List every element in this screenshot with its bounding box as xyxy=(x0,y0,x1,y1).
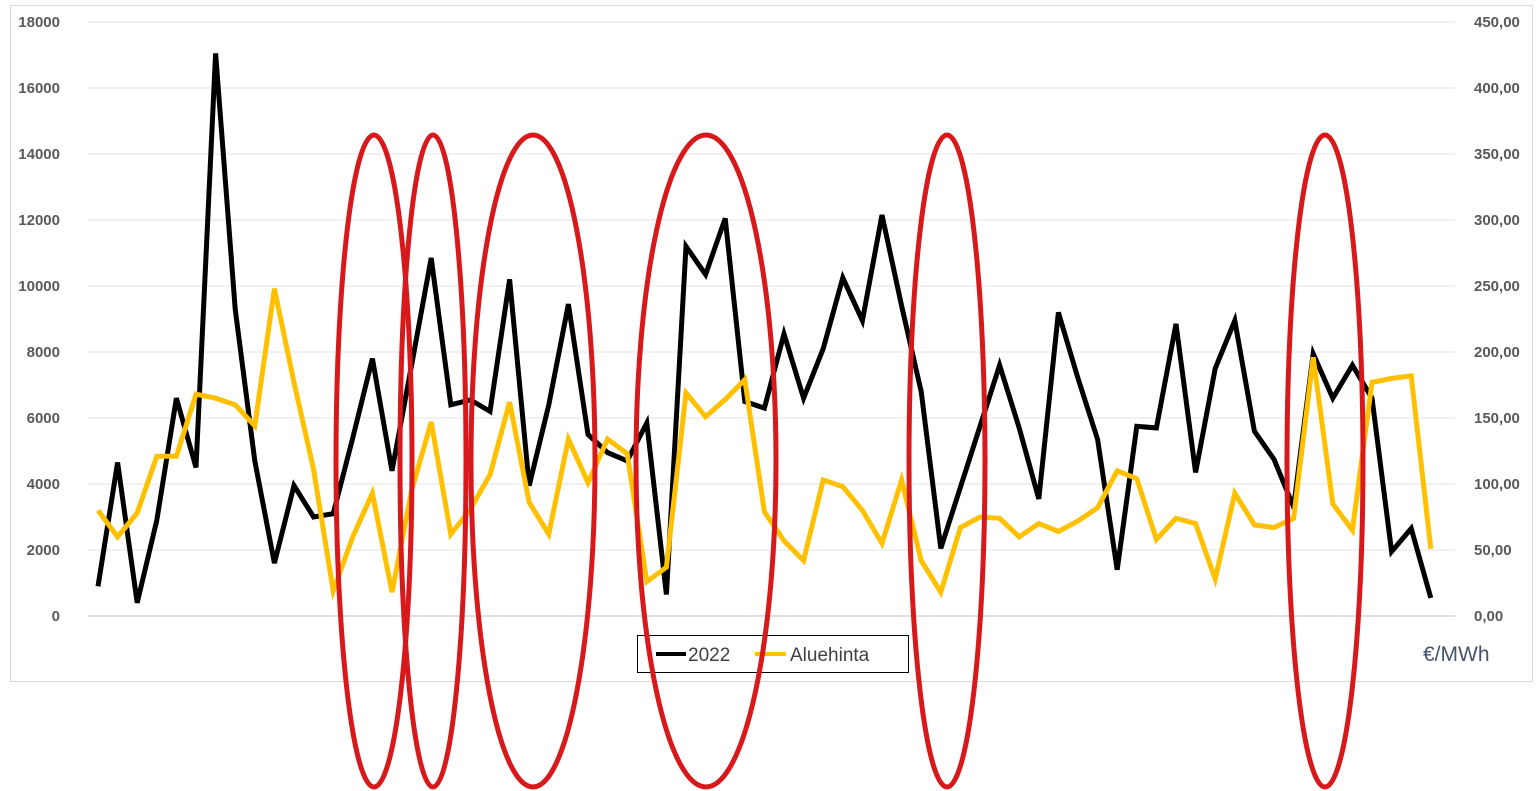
annotation-ellipse xyxy=(1284,132,1366,790)
y-tick-label: 8000 xyxy=(27,344,60,361)
series-line-aluehinta xyxy=(95,288,1434,601)
y2-tick-label: 250,00 xyxy=(1474,278,1520,295)
red-ellipse-annotations xyxy=(333,132,1366,790)
annotation-ellipse xyxy=(468,132,598,790)
y2-tick-label: 450,00 xyxy=(1474,14,1520,31)
legend-label-aluehinta: Aluehinta xyxy=(790,645,870,666)
y2-tick-label: 0,00 xyxy=(1474,608,1503,625)
y-tick-label: 12000 xyxy=(18,212,60,229)
y2-tick-label: 350,00 xyxy=(1474,146,1520,163)
y2-tick-label: 400,00 xyxy=(1474,80,1520,97)
annotation-ellipse xyxy=(333,132,415,790)
y2-tick-label: 200,00 xyxy=(1474,344,1520,361)
y-axis-left: 0 2000 4000 6000 8000 10000 12000 14000 16000 180… xyxy=(18,14,60,625)
y-tick-label: 2000 xyxy=(27,542,60,559)
y-tick-label: 18000 xyxy=(18,14,60,31)
y2-tick-label: 100,00 xyxy=(1474,476,1520,493)
gridlines xyxy=(88,21,1455,617)
annotation-ellipse xyxy=(906,132,988,790)
y2-tick-label: 50,00 xyxy=(1474,542,1512,559)
y-axis-right: 0,00 50,00 100,00 150,00 200,00 250,00 300,00 3… xyxy=(1474,14,1520,625)
y2-tick-label: 150,00 xyxy=(1474,410,1520,427)
y-tick-label: 16000 xyxy=(18,80,60,97)
y-tick-label: 6000 xyxy=(27,410,60,427)
y-tick-label: 0 xyxy=(52,608,60,625)
y-tick-label: 10000 xyxy=(18,278,60,295)
annotation-ellipse xyxy=(633,132,779,790)
annotation-ellipse xyxy=(397,132,469,790)
series-lines xyxy=(95,53,1434,604)
y-tick-label: 4000 xyxy=(27,476,60,493)
legend-label-2022: 2022 xyxy=(688,645,730,666)
y2-axis-unit-label: €/MWh xyxy=(1423,643,1490,666)
y-tick-label: 14000 xyxy=(18,146,60,163)
y2-tick-label: 300,00 xyxy=(1474,212,1520,229)
legend: 2022 Aluehinta xyxy=(637,635,909,673)
